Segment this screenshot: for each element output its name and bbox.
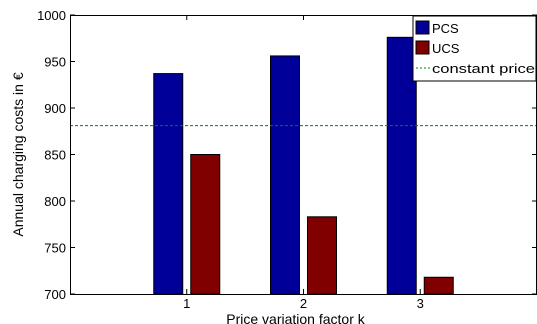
legend-label-ucs: UCS <box>432 41 460 56</box>
y-tick-label: 750 <box>44 241 66 256</box>
bar-pcs-k1 <box>153 73 184 295</box>
legend-swatch-pcs <box>415 20 430 35</box>
y-tick-label: 900 <box>44 101 66 116</box>
legend-label-constant-price: constant price <box>432 61 535 76</box>
bar-ucs-k2 <box>307 216 337 295</box>
bar-ucs-k1 <box>190 154 221 295</box>
y-tick-label: 700 <box>44 287 66 302</box>
legend: PCS UCS constant price <box>412 15 537 82</box>
legend-swatch-ucs <box>415 40 430 55</box>
legend-box <box>412 15 537 82</box>
bar-ucs-k3 <box>423 276 454 295</box>
y-tick-label: 850 <box>44 148 66 163</box>
x-tick-label: 1 <box>183 296 190 311</box>
y-tick-label: 800 <box>44 194 66 209</box>
y-tick-label: 1000 <box>37 8 66 23</box>
x-tick-label: 3 <box>417 296 424 311</box>
y-axis: 700 750 800 850 900 950 1000 <box>37 8 537 302</box>
legend-label-pcs: PCS <box>432 21 459 36</box>
bar-pcs-k2 <box>270 55 300 295</box>
y-axis-label: Annual charging costs in € <box>10 72 26 236</box>
x-tick-label: 2 <box>300 296 307 311</box>
bar-pcs-k3 <box>386 36 417 295</box>
y-tick-label: 950 <box>44 55 66 70</box>
x-axis-label: Price variation factor k <box>226 311 365 324</box>
bars-group <box>153 36 454 295</box>
